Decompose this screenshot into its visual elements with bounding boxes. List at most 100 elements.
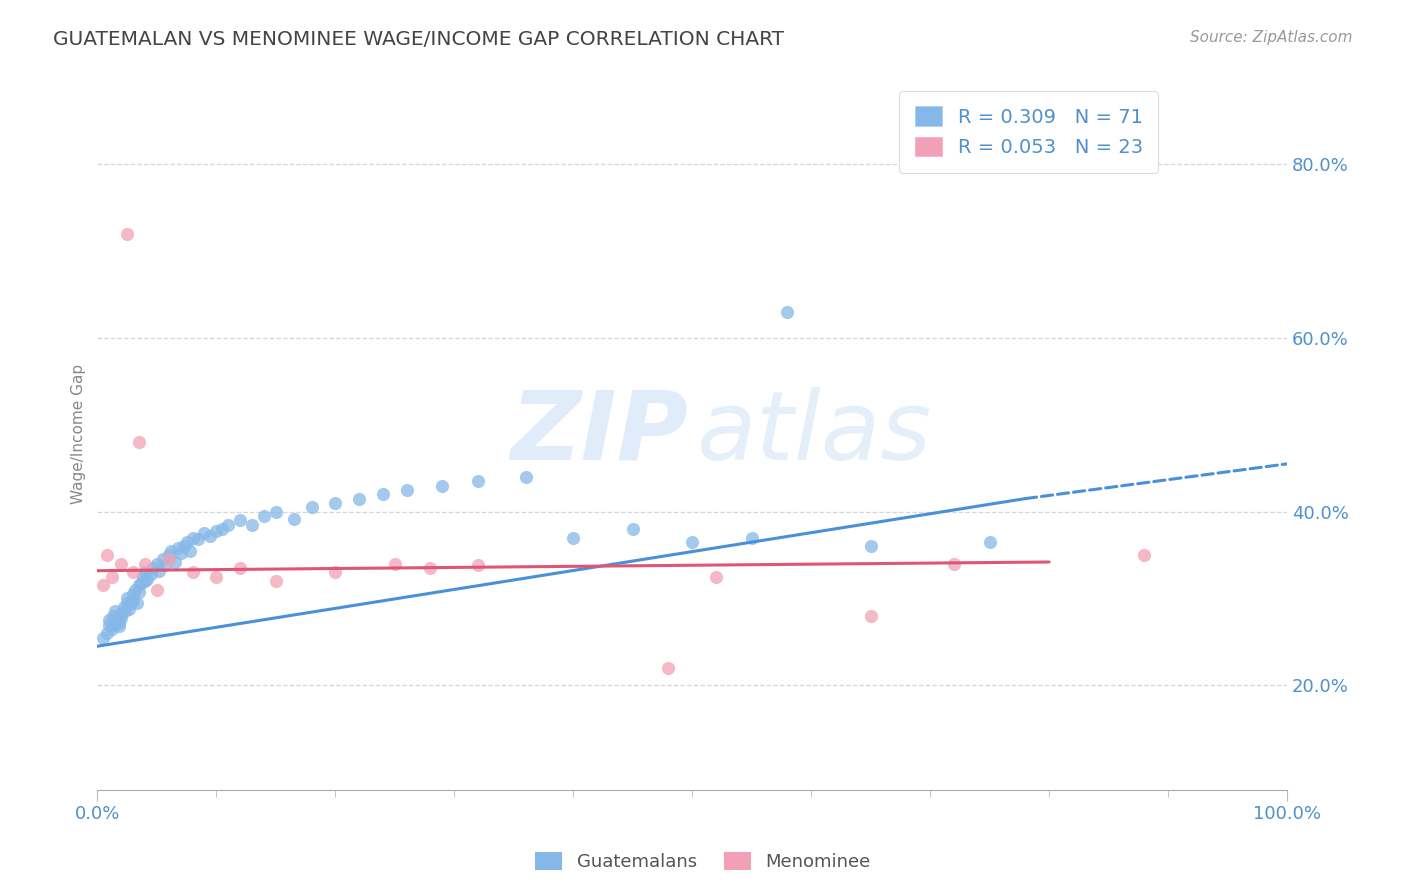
Text: ZIP: ZIP (510, 387, 689, 480)
Point (176, 535, 198, 549)
Point (419, 561, 441, 575)
Point (91, 578, 114, 592)
Point (621, 522, 644, 536)
Point (371, 487, 394, 501)
Point (134, 566, 156, 580)
Point (169, 546, 191, 560)
Point (157, 548, 180, 562)
Legend: Guatemalans, Menominee: Guatemalans, Menominee (529, 846, 877, 879)
Point (467, 558, 489, 573)
Point (96, 626, 118, 640)
Point (859, 608, 882, 623)
Point (229, 513, 252, 527)
Text: Source: ZipAtlas.com: Source: ZipAtlas.com (1189, 30, 1353, 45)
Point (120, 596, 142, 610)
Point (104, 605, 127, 619)
Point (942, 557, 965, 571)
Text: GUATEMALAN VS MENOMINEE WAGE/INCOME GAP CORRELATION CHART: GUATEMALAN VS MENOMINEE WAGE/INCOME GAP … (53, 30, 785, 49)
Point (211, 522, 233, 536)
Point (323, 566, 346, 580)
Point (153, 558, 176, 573)
Point (301, 500, 323, 515)
Point (122, 587, 145, 601)
Point (100, 570, 122, 584)
Point (134, 574, 156, 588)
Point (181, 566, 204, 580)
Point (217, 517, 239, 532)
Point (98, 613, 121, 627)
Point (142, 561, 165, 575)
Point (741, 531, 763, 545)
Point (110, 607, 132, 621)
Point (264, 505, 287, 519)
Point (112, 600, 135, 615)
Point (181, 531, 204, 545)
Point (98, 617, 121, 632)
Point (979, 535, 1001, 549)
Point (657, 661, 679, 675)
Point (1133, 548, 1156, 562)
Point (139, 567, 162, 582)
Point (264, 574, 287, 588)
Point (110, 610, 132, 624)
Point (323, 496, 346, 510)
Point (122, 593, 145, 607)
Point (104, 617, 127, 632)
Point (200, 529, 222, 543)
Point (148, 564, 170, 578)
Point (91, 631, 114, 645)
Point (115, 591, 138, 606)
Point (859, 540, 882, 554)
Point (515, 470, 537, 484)
Point (205, 524, 228, 538)
Legend: R = 0.309   N = 71, R = 0.053   N = 23: R = 0.309 N = 71, R = 0.053 N = 23 (900, 91, 1159, 173)
Point (179, 543, 201, 558)
Point (136, 573, 159, 587)
Point (253, 508, 276, 523)
Point (115, 596, 138, 610)
Point (131, 570, 153, 584)
Point (681, 535, 703, 549)
Point (229, 561, 252, 575)
Point (101, 608, 124, 623)
Point (114, 605, 136, 619)
Point (193, 526, 215, 541)
Point (110, 557, 132, 571)
Point (107, 619, 129, 633)
Point (107, 615, 129, 630)
Point (384, 557, 406, 571)
Point (163, 555, 186, 569)
Point (125, 596, 148, 610)
Point (118, 602, 141, 616)
Point (100, 622, 122, 636)
Point (283, 511, 305, 525)
Point (128, 584, 150, 599)
Point (347, 491, 370, 506)
Point (146, 582, 169, 597)
Point (240, 517, 263, 532)
Point (205, 570, 228, 584)
Point (467, 475, 489, 489)
Point (115, 227, 138, 241)
Point (107, 613, 129, 627)
Point (128, 578, 150, 592)
Point (167, 541, 190, 555)
Point (96, 548, 118, 562)
Point (128, 435, 150, 450)
Point (776, 305, 799, 319)
Point (152, 552, 174, 566)
Y-axis label: Wage/Income Gap: Wage/Income Gap (72, 363, 86, 504)
Point (395, 483, 418, 497)
Point (187, 533, 209, 547)
Point (160, 543, 183, 558)
Point (134, 557, 156, 571)
Point (146, 557, 169, 571)
Point (432, 478, 454, 492)
Text: atlas: atlas (696, 387, 931, 480)
Point (124, 582, 146, 597)
Point (131, 575, 153, 590)
Point (157, 552, 180, 566)
Point (704, 570, 727, 584)
Point (122, 566, 145, 580)
Point (562, 531, 585, 545)
